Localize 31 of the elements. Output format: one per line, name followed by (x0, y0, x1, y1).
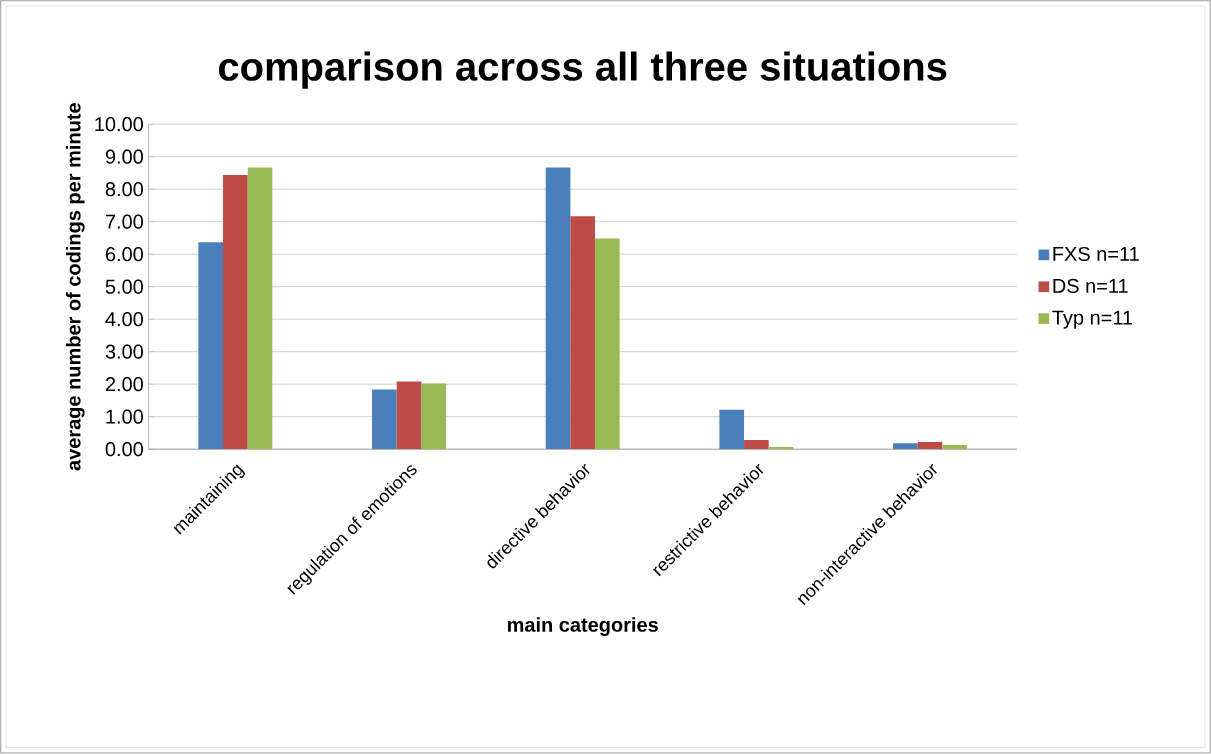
y-tick-label: 4.00 (105, 312, 144, 327)
bar (247, 167, 273, 450)
y-tick-label: 8.00 (105, 182, 144, 197)
bar (421, 383, 446, 450)
bar (893, 443, 918, 450)
y-axis-title: average number of codings per minute (65, 103, 85, 471)
bar (570, 216, 596, 450)
y-tick-label: 2.00 (105, 377, 144, 392)
y-tick-label: 9.00 (105, 149, 144, 165)
legend-label: Typ n=11 (1052, 311, 1133, 329)
chart-title: comparison across all three situations (218, 51, 947, 89)
bar (595, 238, 620, 450)
y-tick-label: 5.00 (105, 279, 144, 294)
x-axis-title: main categories (507, 617, 658, 637)
bar (372, 389, 397, 450)
bar (719, 410, 745, 450)
bar (744, 440, 769, 450)
bar (545, 167, 571, 450)
bar (198, 242, 224, 450)
y-tick-label: 6.00 (105, 247, 144, 262)
y-tick-label: 7.00 (105, 214, 144, 230)
bar (917, 442, 943, 450)
bar (223, 175, 248, 450)
y-tick-label: 0.00 (105, 442, 144, 457)
y-tick-label: 3.00 (105, 344, 144, 359)
bar (396, 381, 422, 450)
legend-label: DS n=11 (1053, 279, 1128, 294)
legend-label: FXS n=11 (1053, 247, 1139, 262)
y-tick-label: 1.00 (106, 409, 144, 424)
y-tick-label: 10.00 (95, 117, 144, 132)
bar (942, 445, 967, 450)
